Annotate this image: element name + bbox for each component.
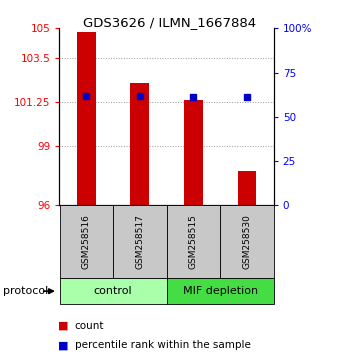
- Text: ■: ■: [58, 340, 68, 350]
- Text: count: count: [75, 321, 104, 331]
- Bar: [184, 100, 203, 205]
- Bar: [131, 84, 149, 205]
- Bar: [238, 171, 256, 205]
- Bar: [77, 32, 96, 205]
- Text: percentile rank within the sample: percentile rank within the sample: [75, 340, 251, 350]
- Text: ■: ■: [58, 321, 68, 331]
- FancyBboxPatch shape: [167, 205, 220, 278]
- FancyBboxPatch shape: [220, 205, 274, 278]
- FancyBboxPatch shape: [113, 205, 167, 278]
- Text: GSM258516: GSM258516: [82, 214, 91, 269]
- Text: MIF depletion: MIF depletion: [183, 286, 258, 296]
- FancyBboxPatch shape: [167, 278, 274, 304]
- Text: GSM258517: GSM258517: [135, 214, 144, 269]
- Text: control: control: [94, 286, 132, 296]
- Text: GSM258515: GSM258515: [189, 214, 198, 269]
- Text: protocol: protocol: [3, 286, 49, 296]
- Text: GDS3626 / ILMN_1667884: GDS3626 / ILMN_1667884: [83, 16, 257, 29]
- FancyBboxPatch shape: [59, 278, 167, 304]
- Text: GSM258530: GSM258530: [242, 214, 251, 269]
- FancyBboxPatch shape: [59, 205, 113, 278]
